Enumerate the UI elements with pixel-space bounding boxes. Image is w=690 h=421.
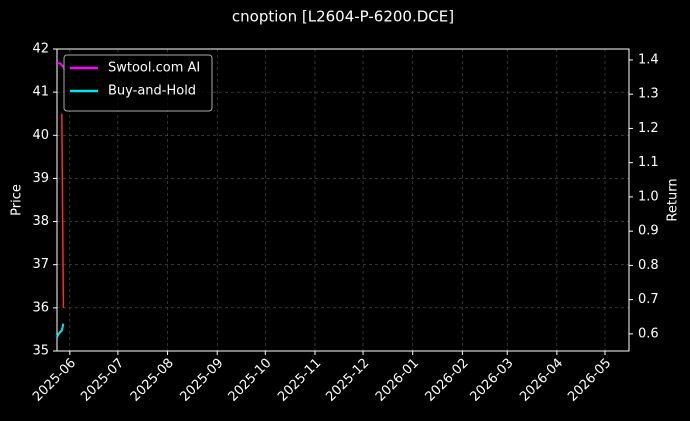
y-tick-label: 38	[32, 214, 49, 229]
x-tick-label: 2025-10	[226, 356, 275, 405]
x-tick-label: 2026-01	[373, 356, 422, 405]
y-tick-label: 41	[32, 85, 49, 100]
x-tick-label: 2025-11	[275, 356, 324, 405]
y2-tick-label: 1.1	[638, 155, 659, 170]
y-tick-label: 36	[32, 300, 49, 315]
x-tick-label: 2025-08	[128, 356, 177, 405]
y-tick-label: 37	[32, 257, 49, 272]
x-tick-label: 2025-12	[323, 356, 372, 405]
x-tick-label: 2026-04	[517, 356, 566, 405]
chart-title: cnoption [L2604-P-6200.DCE]	[232, 8, 454, 26]
x-tick-label: 2025-06	[30, 356, 79, 405]
y2-tick-label: 1.4	[638, 52, 659, 67]
legend-box	[63, 54, 213, 112]
y2-axis-label: Return	[666, 178, 681, 221]
y-tick-label: 40	[32, 128, 49, 143]
y-axis-label: Price	[10, 184, 25, 216]
x-tick-label: 2026-05	[565, 356, 614, 405]
x-tick-label: 2026-03	[468, 356, 517, 405]
legend-label: Swtool.com AI	[108, 61, 200, 76]
x-tick-label: 2025-07	[78, 356, 127, 405]
series-line	[56, 323, 65, 338]
legend-label: Buy-and-Hold	[108, 84, 196, 99]
series-line	[61, 113, 65, 308]
y-tick-label: 39	[32, 171, 49, 186]
y2-tick-label: 0.6	[638, 326, 659, 341]
plot-frame	[56, 48, 630, 352]
y2-tick-label: 1.2	[638, 121, 659, 136]
x-tick-label: 2025-09	[178, 356, 227, 405]
y-tick-label: 35	[32, 344, 49, 359]
y2-tick-label: 1.0	[638, 189, 659, 204]
y2-tick-label: 0.9	[638, 224, 659, 239]
y-tick-label: 42	[32, 42, 49, 57]
x-tick-label: 2026-02	[423, 356, 472, 405]
y2-tick-label: 0.8	[638, 258, 659, 273]
y2-tick-label: 1.3	[638, 87, 659, 102]
y2-tick-label: 0.7	[638, 292, 659, 307]
